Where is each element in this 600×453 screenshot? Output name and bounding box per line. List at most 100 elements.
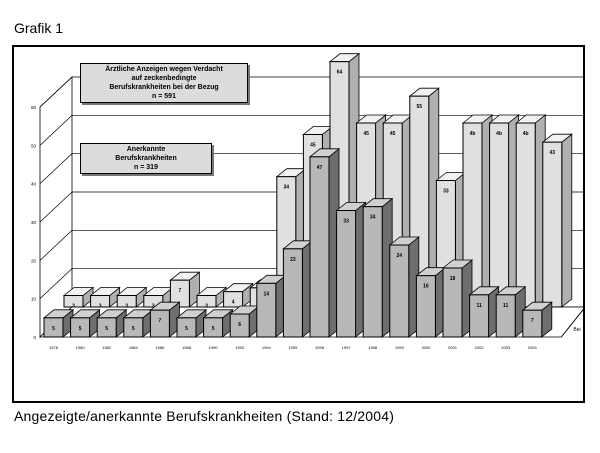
x-tick-label: 2000	[421, 345, 431, 350]
bar-back-2004	[542, 141, 563, 308]
x-tick-label: 1994	[262, 345, 272, 350]
legend-reported-line-1: Ärztliche Anzeigen wegen Verdacht	[105, 66, 223, 73]
grid-depth-line	[39, 191, 73, 223]
bar-back-1996-label: 64	[337, 70, 343, 76]
bar-back-1978	[63, 295, 84, 308]
bar-back-2000-label: 33	[443, 189, 449, 195]
grid-depth-line	[39, 230, 73, 261]
bar-front-2002-label: 11	[476, 303, 482, 309]
chart-caption: Angezeigte/anerkannte Berufskrankheiten …	[14, 408, 395, 424]
bar-front-1986	[149, 309, 170, 338]
legend-recognized: Anerkannte Berufskrankheiten n = 319	[80, 143, 212, 174]
bar-back-2002	[489, 122, 510, 308]
x-tick-label: 1990	[209, 345, 219, 350]
bar-front-2002	[469, 294, 490, 338]
bar-back-1994-label: 34	[284, 185, 290, 191]
y-tick-label: 40	[31, 182, 37, 187]
bar-front-2000-label: 16	[423, 284, 429, 290]
bar-front-2001	[442, 267, 463, 338]
bar-front-1980	[70, 317, 91, 338]
bar-back-1980	[90, 295, 111, 308]
bar-back-1995-label: 45	[310, 143, 316, 149]
bar-back-2003	[515, 122, 536, 308]
figure-label: Grafik 1	[14, 20, 64, 36]
bar-back-1988-label: 3	[205, 304, 208, 310]
bar-chart: 010203040506033337345344564454555334b4b4…	[31, 52, 583, 350]
bar-front-1988	[176, 317, 197, 338]
x-tick-label: 1988	[182, 345, 192, 350]
y-tick-label: 0	[33, 335, 36, 340]
x-tick-label: 1982	[102, 345, 112, 350]
bar-front-2003-label: 11	[503, 303, 509, 309]
legend-reported-line-2: auf zeckenbedingte	[131, 75, 197, 82]
bar-front-1986-label: 7	[159, 318, 162, 324]
bar-front-2004-label: 7	[531, 318, 534, 324]
legend-reported-line-3: Berufskrankheiten bei der Bezug	[109, 84, 219, 91]
grid-depth-line	[39, 76, 73, 108]
x-tick-label: 1999	[395, 345, 405, 350]
bar-front-1990	[203, 317, 224, 338]
bar-front-1998-label: 34	[370, 215, 376, 221]
x-tick-label: 1986	[155, 345, 165, 350]
bar-front-2001-label: 18	[450, 276, 456, 282]
bar-front-1992-label: 6	[238, 322, 241, 328]
bar-back-2004-side	[561, 133, 573, 308]
bar-back-1984-label: 3	[152, 304, 155, 310]
bar-front-1999-label: 24	[397, 253, 403, 259]
bar-back-2003-label: 4b	[523, 131, 529, 137]
legend-recognized-line-2: Berufskrankheiten	[115, 155, 177, 162]
legend-recognized-line-1: Anerkannte	[126, 146, 166, 153]
y-tick-label: 60	[31, 105, 37, 110]
bar-front-1978-label: 5	[52, 326, 55, 332]
bar-back-1982-label: 3	[125, 304, 128, 310]
bar-front-1984	[123, 317, 144, 338]
bar-back-1982	[116, 295, 137, 308]
bar-back-1988	[196, 295, 217, 308]
bar-front-1996	[309, 156, 330, 338]
x-tick-label: 2002	[475, 345, 485, 350]
depth-axis	[561, 308, 583, 338]
x-tick-label: 1995	[288, 345, 298, 350]
bar-front-2000	[415, 275, 436, 338]
bar-front-1982	[96, 317, 117, 338]
bar-front-1994	[256, 282, 277, 338]
y-tick-label: 20	[31, 258, 37, 263]
x-tick-label: 1980	[76, 345, 86, 350]
bar-front-1996-label: 47	[317, 165, 323, 171]
bar-front-1992	[229, 313, 250, 338]
bar-front-1990-label: 5	[212, 326, 215, 332]
bar-front-1999	[389, 244, 410, 338]
bar-front-1984-label: 5	[132, 326, 135, 332]
grid-depth-line	[39, 115, 73, 146]
y-tick-label: 30	[31, 220, 37, 225]
bar-back-1990	[223, 291, 244, 308]
bar-back-1986	[169, 279, 190, 308]
grid-depth-line	[39, 153, 73, 184]
bar-front-1997-label: 33	[343, 219, 349, 225]
bar-back-1978-label: 3	[72, 304, 75, 310]
x-tick-label: 1984	[129, 345, 139, 350]
bar-back-2002-label: 4b	[496, 131, 502, 137]
x-tick-label: 1978	[49, 345, 59, 350]
y-tick-label: 50	[31, 143, 37, 148]
legend-recognized-line-3: n = 319	[134, 164, 158, 171]
grid-depth-line	[39, 268, 73, 299]
bar-front-2003	[495, 294, 516, 338]
bar-back-1998-label: 45	[390, 131, 396, 137]
x-tick-label: 1998	[368, 345, 378, 350]
bar-back-2004-label: 43	[550, 150, 556, 156]
bar-front-1995	[282, 248, 303, 338]
bar-back-1986-label: 7	[179, 288, 182, 294]
bar-front-1995-label: 23	[290, 257, 296, 263]
bar-back-1984	[143, 295, 164, 308]
bar-front-1994-label: 14	[264, 291, 270, 297]
bar-back-1999-label: 55	[417, 104, 423, 110]
bar-back-1997-label: 45	[363, 131, 369, 137]
x-tick-label: 1992	[235, 345, 245, 350]
bar-front-1978	[43, 317, 64, 338]
x-tick-label: 2004	[528, 345, 538, 350]
x-tick-label: 2003	[501, 345, 511, 350]
bar-back-1980-label: 3	[99, 304, 102, 310]
x-tick-label: 2001	[448, 345, 458, 350]
legend-reported-line-4: n = 591	[152, 93, 176, 100]
